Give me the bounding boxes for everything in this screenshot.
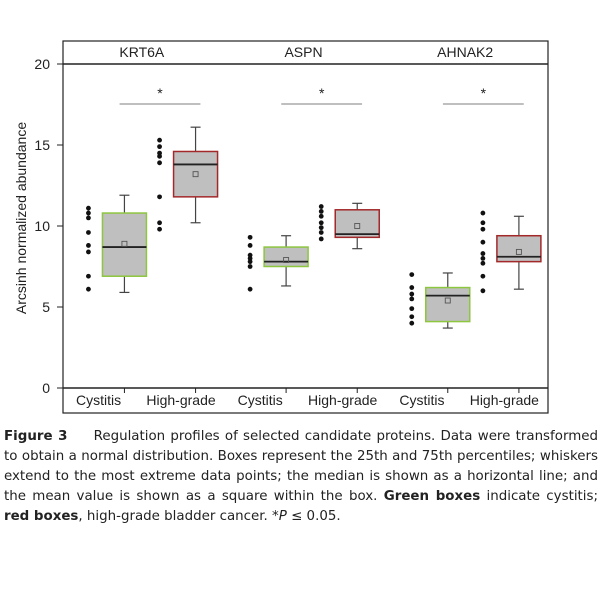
box-high-grade	[480, 210, 542, 294]
caption-red-label: red boxes	[4, 509, 79, 524]
data-point	[409, 291, 415, 297]
y-tick-label: 0	[42, 380, 50, 396]
y-tick-label: 10	[34, 218, 50, 234]
box-iqr	[263, 246, 309, 268]
data-point	[318, 204, 324, 209]
x-tick-label: Cystitis	[238, 392, 283, 408]
significance-star: *	[319, 85, 325, 101]
plot-border	[62, 40, 549, 414]
data-point	[157, 220, 162, 226]
mean-marker	[283, 257, 290, 263]
box-cystitis	[247, 234, 309, 292]
y-tick-label: 15	[34, 137, 50, 153]
data-point	[480, 256, 486, 261]
panel-ahnak2: AHNAK2 *	[409, 44, 542, 329]
x-tick-label: High-grade	[470, 392, 539, 408]
caption-green-label: Green boxes	[383, 489, 481, 504]
box-iqr	[101, 212, 148, 277]
data-point	[157, 144, 162, 150]
data-point	[480, 239, 486, 245]
significance-star: *	[157, 85, 163, 101]
data-point	[86, 210, 91, 216]
data-point	[86, 215, 91, 221]
panel-title: AHNAK2	[437, 44, 493, 60]
data-point	[409, 285, 415, 290]
data-point	[409, 306, 415, 312]
data-point	[480, 226, 486, 232]
significance-star: *	[481, 85, 487, 101]
caption-p-symbol: P	[278, 509, 287, 524]
data-point	[157, 226, 162, 232]
x-tick-label: High-grade	[308, 392, 377, 408]
data-point	[409, 272, 415, 277]
data-point	[480, 273, 486, 279]
x-tick-label: High-grade	[146, 392, 215, 408]
data-point	[86, 273, 91, 279]
panel-aspn: ASPN *	[247, 44, 380, 292]
box-high-grade	[318, 202, 380, 250]
x-axis: Cystitis High-grade Cystitis High-grade Cyst…	[76, 388, 539, 408]
data-point	[157, 137, 162, 143]
mean-marker	[444, 297, 451, 304]
data-point	[247, 259, 253, 265]
data-point	[409, 314, 415, 320]
data-point	[86, 205, 91, 211]
data-point	[86, 230, 91, 235]
y-axis-label: Arcsinh normalized abundance	[13, 122, 29, 314]
data-point	[247, 264, 253, 269]
data-point	[247, 234, 253, 240]
y-tick-label: 5	[42, 299, 50, 315]
data-point	[318, 209, 324, 214]
data-point	[318, 230, 324, 235]
data-point	[480, 210, 486, 216]
y-tick-label: 20	[34, 56, 50, 72]
data-point	[86, 249, 91, 255]
figure-caption: Figure 3 Regulation profiles of selected…	[4, 427, 598, 527]
data-point	[480, 288, 486, 294]
box-high-grade	[157, 126, 219, 232]
mean-marker	[515, 248, 522, 255]
caption-text-1: Regulation profiles of selected candidat…	[4, 429, 598, 504]
plot-frame	[62, 40, 549, 414]
box-cystitis	[86, 194, 148, 294]
mean-marker	[121, 240, 128, 247]
y-axis: 0 5 10 15 20	[34, 56, 63, 396]
data-point	[247, 243, 253, 248]
caption-figure-label: Figure 3	[4, 429, 68, 444]
box-iqr	[172, 150, 219, 198]
panel-title: KRT6A	[119, 44, 165, 60]
data-point	[247, 286, 253, 292]
data-point	[86, 243, 91, 248]
box-iqr	[425, 286, 471, 323]
data-point	[409, 296, 415, 302]
mean-marker	[354, 223, 361, 229]
boxplot-chart: 0 5 10 15 20 Arcsinh normalized abundance KR…	[13, 40, 549, 414]
x-tick-label: Cystitis	[399, 392, 444, 408]
panel-title: ASPN	[284, 44, 322, 60]
caption-text-4: ≤ 0.05.	[291, 509, 341, 524]
caption-text-2: indicate cystitis;	[486, 489, 598, 504]
data-point	[409, 320, 415, 326]
caption-text-3: , high-grade bladder cancer. *	[78, 509, 279, 524]
data-point	[318, 213, 324, 219]
data-point	[318, 220, 324, 226]
data-point	[157, 153, 162, 159]
box-cystitis	[409, 272, 471, 329]
panel-krt6a: KRT6A *	[86, 44, 219, 294]
data-point	[318, 225, 324, 231]
data-point	[86, 286, 91, 292]
data-point	[157, 194, 162, 200]
panels: KRT6A * ASPN * AHNAK2 *	[86, 44, 542, 329]
mean-marker	[192, 171, 199, 178]
box-iqr	[496, 234, 542, 263]
data-point	[480, 220, 486, 226]
data-point	[480, 260, 486, 266]
data-point	[480, 251, 486, 256]
data-point	[318, 236, 324, 242]
x-tick-label: Cystitis	[76, 392, 121, 408]
data-point	[157, 160, 162, 166]
